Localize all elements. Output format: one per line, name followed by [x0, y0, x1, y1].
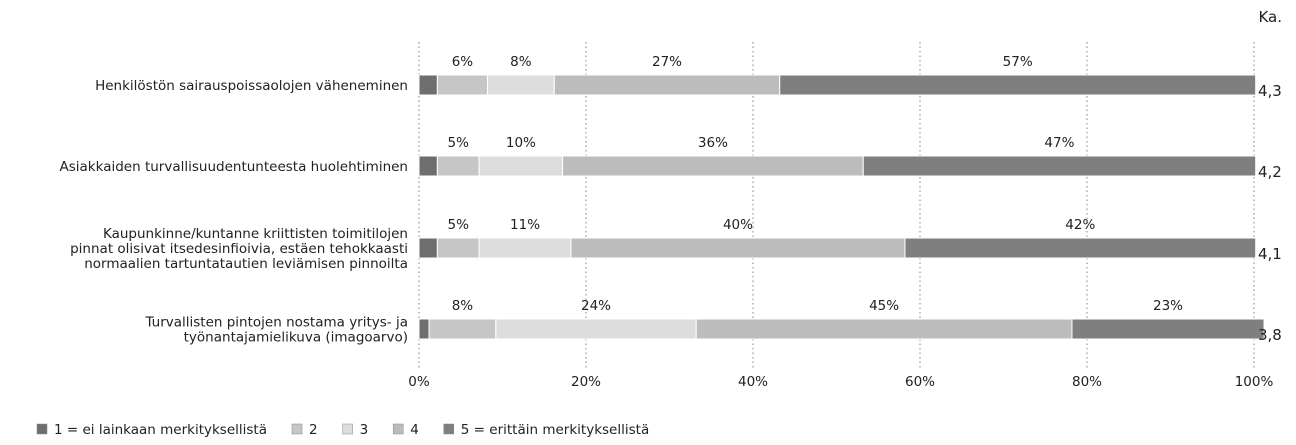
bar-segment: [695, 318, 1073, 340]
x-tick-label: 0%: [408, 374, 430, 390]
category-label: pinnat olisivat itsedesinfioivia, estäen…: [70, 241, 408, 257]
x-tick-label: 80%: [1072, 374, 1102, 390]
category-label: Turvallisten pintojen nostama yritys- ja: [144, 315, 408, 331]
data-label: 5%: [448, 217, 470, 233]
bar-segment: [436, 74, 488, 96]
bar-row: Kaupunkinne/kuntanne kriittisten toimiti…: [70, 217, 1282, 272]
bar-row: Turvallisten pintojen nostama yritys- ja…: [144, 298, 1281, 346]
legend-swatch: [342, 423, 353, 435]
average-value: 4,3: [1258, 82, 1282, 100]
data-label: 36%: [698, 135, 728, 151]
bar-segment: [418, 155, 438, 177]
average-value: 4,1: [1258, 245, 1282, 263]
average-value: 3,8: [1258, 326, 1282, 344]
bar-segment: [904, 237, 1257, 259]
x-tick-label: 20%: [571, 374, 601, 390]
data-label: 27%: [652, 54, 682, 70]
legend-swatch: [443, 423, 455, 435]
data-label: 57%: [1003, 54, 1033, 70]
data-label: 42%: [1065, 217, 1095, 233]
bar-segment: [436, 237, 480, 259]
data-label: 5%: [448, 135, 470, 151]
bar-segment: [428, 318, 497, 340]
data-label: 6%: [452, 54, 474, 70]
data-label: 8%: [510, 54, 532, 70]
data-label: 24%: [581, 298, 611, 314]
data-label: 11%: [510, 217, 540, 233]
category-label: Kaupunkinne/kuntanne kriittisten toimiti…: [103, 226, 408, 242]
data-label: 23%: [1153, 298, 1183, 314]
data-label: 45%: [869, 298, 899, 314]
bar-segment: [418, 318, 430, 340]
x-tick-label: 40%: [738, 374, 768, 390]
bar-segment: [562, 155, 864, 177]
data-label: 8%: [452, 298, 474, 314]
average-value: 4,2: [1258, 163, 1282, 181]
legend-swatch: [291, 423, 303, 435]
data-label: 40%: [723, 217, 753, 233]
category-label: normaalien tartuntatautien leviämisen pi…: [84, 256, 408, 272]
legend-label: 2: [309, 422, 318, 438]
x-tick-label: 60%: [905, 374, 935, 390]
legend-label: 1 = ei lainkaan merkityksellistä: [54, 422, 267, 438]
bar-segment: [570, 237, 906, 259]
legend-label: 4: [410, 422, 419, 438]
category-label: Asiakkaiden turvallisuudentunteesta huol…: [60, 159, 408, 175]
average-header: Ka.: [1258, 8, 1282, 26]
category-label: työnantajamielikuva (imagoarvo): [184, 330, 408, 346]
bar-segment: [779, 74, 1257, 96]
bar-segment: [436, 155, 480, 177]
bar-segment: [478, 155, 564, 177]
legend-label: 5 = erittäin merkityksellistä: [461, 422, 649, 438]
bar-segment: [1071, 318, 1265, 340]
bar-row: Henkilöstön sairauspoissaolojen vähenemi…: [95, 54, 1282, 100]
bar-segment: [418, 237, 438, 259]
data-label: 47%: [1044, 135, 1074, 151]
category-label: Henkilöstön sairauspoissaolojen vähenemi…: [95, 78, 408, 94]
bar-segment: [478, 237, 572, 259]
x-tick-label: 100%: [1235, 374, 1274, 390]
legend: 1 = ei lainkaan merkityksellistä 2 3 4 5 = e…: [36, 422, 649, 438]
bar-segment: [553, 74, 781, 96]
bar-segment: [495, 318, 697, 340]
bar-segment: [486, 74, 555, 96]
bar-segment: [862, 155, 1257, 177]
legend-swatch: [36, 423, 48, 435]
bar-segment: [418, 74, 438, 96]
bar-row: Asiakkaiden turvallisuudentunteesta huol…: [60, 135, 1282, 181]
data-label: 10%: [506, 135, 536, 151]
legend-swatch: [392, 423, 404, 435]
legend-label: 3: [360, 422, 369, 438]
